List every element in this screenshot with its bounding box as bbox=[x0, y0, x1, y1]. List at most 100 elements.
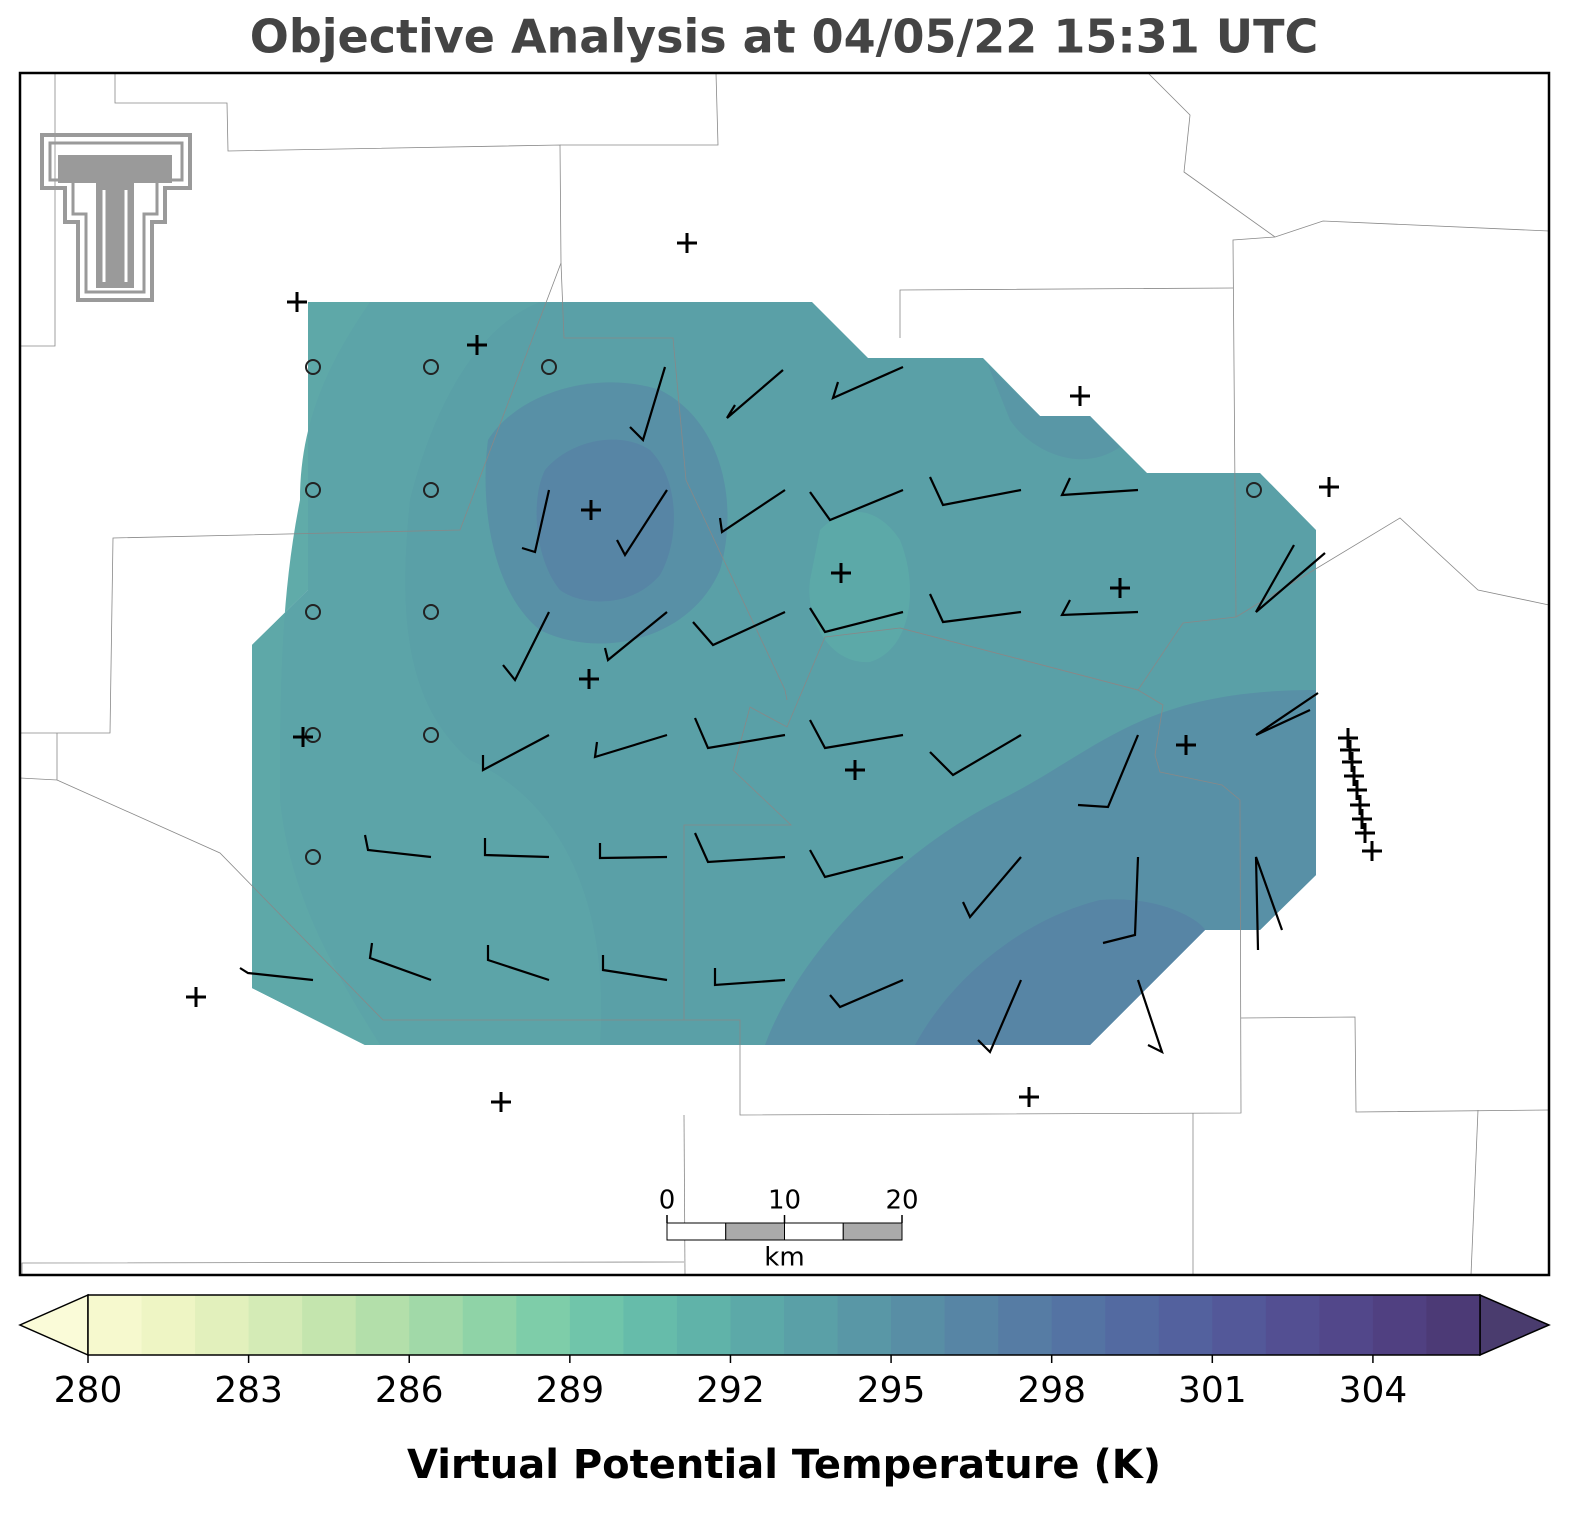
wind-barb bbox=[809, 719, 904, 750]
wind-barb bbox=[603, 611, 668, 662]
colorbar-segment bbox=[302, 1295, 357, 1355]
contour-fill bbox=[988, 365, 1120, 460]
station-marker bbox=[1110, 578, 1130, 598]
colorbar-tick-label: 283 bbox=[214, 1370, 283, 1411]
station-marker bbox=[1352, 809, 1372, 829]
calm-station bbox=[305, 482, 321, 498]
station-marker bbox=[1347, 780, 1367, 800]
wind-barb bbox=[809, 849, 904, 879]
colorbar-tick-label: 301 bbox=[1178, 1370, 1247, 1411]
contour-fill bbox=[252, 302, 602, 1045]
colorbar-segment bbox=[195, 1295, 250, 1355]
calm-station bbox=[423, 604, 439, 620]
map-frame bbox=[18, 71, 1551, 1277]
colorbar-tick-label: 289 bbox=[535, 1370, 604, 1411]
colorbar-segment bbox=[1372, 1295, 1427, 1355]
wind-barb bbox=[962, 856, 1022, 920]
colorbar-segment bbox=[1426, 1295, 1481, 1355]
station-marker bbox=[1338, 728, 1358, 748]
wind-barb bbox=[368, 942, 432, 982]
calm-station bbox=[423, 482, 439, 498]
calm-station bbox=[305, 359, 321, 375]
scale-segment bbox=[725, 1222, 785, 1241]
wind-barb bbox=[1077, 734, 1140, 809]
station-marker bbox=[1350, 795, 1370, 815]
wind-barb bbox=[1255, 692, 1319, 736]
station-marker bbox=[1342, 752, 1362, 772]
colorbar-segment bbox=[1105, 1295, 1160, 1355]
colorbar-extend-low bbox=[18, 1293, 89, 1357]
colorbar-segment bbox=[1158, 1295, 1213, 1355]
logo bbox=[40, 133, 192, 302]
calm-station bbox=[541, 359, 557, 375]
wind-barb bbox=[598, 843, 668, 860]
colorbar-segment bbox=[1319, 1295, 1374, 1355]
colorbar-segment bbox=[837, 1295, 892, 1355]
colorbar-segment bbox=[784, 1295, 839, 1355]
colorbar-tick-label: 295 bbox=[857, 1370, 926, 1411]
colorbar-tick-label: 304 bbox=[1339, 1370, 1408, 1411]
contour-fill bbox=[809, 511, 910, 663]
wind-barb bbox=[693, 717, 786, 750]
wind-barb bbox=[616, 489, 668, 558]
colorbar-segment bbox=[516, 1295, 571, 1355]
wind-barb bbox=[718, 489, 786, 534]
colorbar-segment bbox=[676, 1295, 731, 1355]
wind-barb bbox=[692, 611, 786, 647]
colorbar-segment bbox=[891, 1295, 946, 1355]
wind-barb bbox=[929, 476, 1022, 507]
scale-segment bbox=[666, 1222, 727, 1241]
colorbar-label: Virtual Potential Temperature (K) bbox=[407, 1442, 1161, 1488]
stations bbox=[186, 233, 1382, 1112]
colorbar-extend-high bbox=[1479, 1293, 1551, 1357]
wind-barb bbox=[601, 955, 668, 982]
station-marker bbox=[1019, 1087, 1039, 1107]
colorbar-outline bbox=[87, 1294, 1481, 1356]
station-marker bbox=[1344, 766, 1364, 786]
wind-barb bbox=[521, 489, 551, 554]
scale-tick-label: 20 bbox=[885, 1186, 918, 1216]
wind-barb bbox=[1060, 599, 1139, 617]
station-marker bbox=[491, 1092, 511, 1112]
station-marker bbox=[186, 987, 206, 1007]
colorbar-segment bbox=[141, 1295, 196, 1355]
station-marker bbox=[1362, 841, 1382, 861]
station-marker bbox=[1355, 823, 1375, 843]
scale-segment bbox=[842, 1222, 903, 1241]
calm-station bbox=[305, 604, 321, 620]
colorbar-segment bbox=[248, 1295, 303, 1355]
scale-tick-label: 0 bbox=[659, 1186, 676, 1216]
wind-barb bbox=[693, 832, 786, 864]
title: Objective Analysis at 04/05/22 15:31 UTC bbox=[250, 10, 1319, 64]
map bbox=[19, 72, 1550, 1276]
wind-barb bbox=[1102, 856, 1140, 945]
wind-barb bbox=[239, 967, 314, 982]
colorbar-segment bbox=[998, 1295, 1053, 1355]
wind-barb bbox=[977, 979, 1023, 1054]
scale-unit: km bbox=[764, 1243, 804, 1273]
wind-barb bbox=[502, 611, 550, 683]
station-marker bbox=[1070, 386, 1090, 406]
wind-barb bbox=[486, 945, 550, 982]
station-marker bbox=[1319, 477, 1339, 497]
wind-barb bbox=[829, 978, 904, 1009]
colorbar-tick-label: 286 bbox=[375, 1370, 444, 1411]
wind-barb bbox=[831, 365, 904, 400]
station-marker bbox=[831, 563, 851, 583]
wind-barb bbox=[726, 369, 784, 419]
scale-tick-label: 10 bbox=[768, 1186, 801, 1216]
scale-bar: 0 10 20 km bbox=[659, 1186, 919, 1273]
wind-barb bbox=[481, 734, 550, 772]
station-marker bbox=[581, 500, 601, 520]
wind-barbs bbox=[239, 365, 1326, 1055]
colorbar-tick-label: 280 bbox=[54, 1370, 123, 1411]
colorbar-segment bbox=[88, 1295, 143, 1355]
calm-station bbox=[305, 727, 321, 743]
station-marker bbox=[467, 335, 487, 355]
colorbar-segment bbox=[409, 1295, 464, 1355]
station-marker bbox=[579, 669, 599, 689]
colorbar-tick-label: 298 bbox=[1017, 1370, 1086, 1411]
colorbar-segment bbox=[355, 1295, 410, 1355]
colorbar-segment bbox=[623, 1295, 678, 1355]
